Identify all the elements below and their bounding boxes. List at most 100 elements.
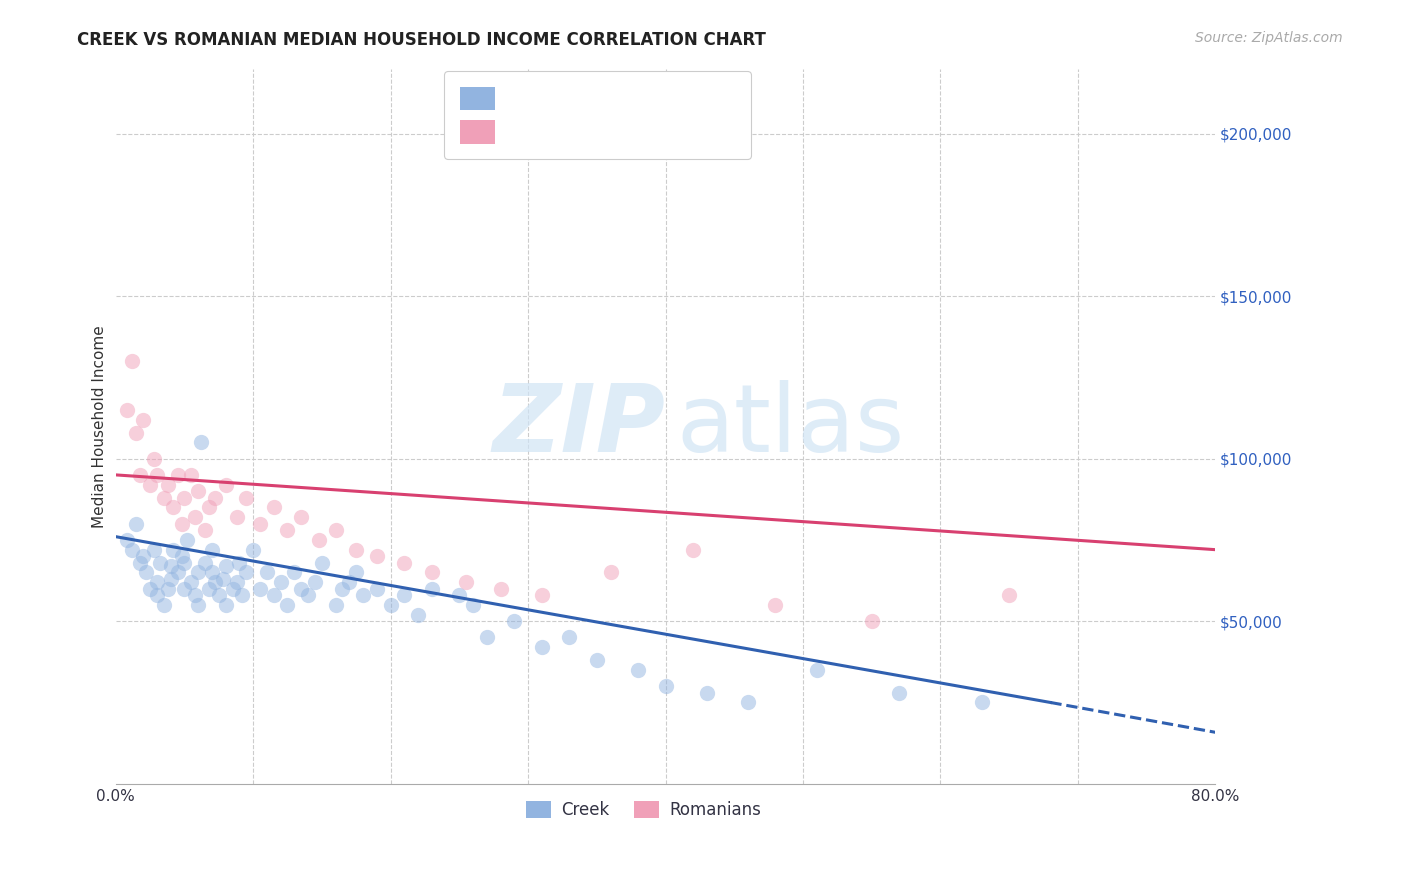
Point bbox=[475, 631, 498, 645]
Point bbox=[308, 533, 330, 547]
Point bbox=[325, 598, 347, 612]
Point bbox=[156, 477, 179, 491]
Point bbox=[166, 566, 188, 580]
Point bbox=[325, 523, 347, 537]
Point bbox=[263, 588, 285, 602]
Point bbox=[970, 696, 993, 710]
Text: atlas: atlas bbox=[676, 380, 904, 472]
Point bbox=[214, 558, 236, 573]
Text: -0.108: -0.108 bbox=[506, 134, 575, 153]
Point bbox=[146, 575, 169, 590]
Point bbox=[231, 588, 253, 602]
Text: R =: R = bbox=[463, 103, 505, 122]
Point bbox=[235, 566, 257, 580]
Point bbox=[242, 542, 264, 557]
Point bbox=[380, 598, 402, 612]
Point bbox=[249, 516, 271, 531]
Point bbox=[135, 566, 157, 580]
Point bbox=[162, 542, 184, 557]
Point bbox=[170, 516, 193, 531]
Point bbox=[270, 575, 292, 590]
Point bbox=[143, 451, 166, 466]
Point bbox=[366, 549, 388, 564]
Point bbox=[337, 575, 360, 590]
Point bbox=[394, 556, 416, 570]
Point bbox=[696, 686, 718, 700]
Point bbox=[149, 556, 172, 570]
Point bbox=[173, 582, 195, 596]
Legend: Creek, Romanians: Creek, Romanians bbox=[519, 794, 768, 825]
Point bbox=[221, 582, 243, 596]
Point bbox=[585, 653, 607, 667]
Point bbox=[806, 663, 828, 677]
Point bbox=[449, 588, 471, 602]
Point bbox=[297, 588, 319, 602]
Point bbox=[558, 631, 581, 645]
Point bbox=[143, 542, 166, 557]
Point bbox=[366, 582, 388, 596]
Point bbox=[530, 588, 553, 602]
Point bbox=[290, 582, 312, 596]
Point bbox=[170, 549, 193, 564]
Point bbox=[394, 588, 416, 602]
Point bbox=[682, 542, 704, 557]
Point bbox=[889, 686, 911, 700]
Point bbox=[406, 607, 429, 622]
Point bbox=[198, 500, 221, 515]
Point bbox=[352, 588, 374, 602]
Point bbox=[627, 663, 650, 677]
Point bbox=[159, 572, 181, 586]
Point bbox=[146, 467, 169, 482]
Point bbox=[132, 549, 155, 564]
Point bbox=[204, 575, 226, 590]
Point bbox=[249, 582, 271, 596]
Text: 75: 75 bbox=[621, 103, 648, 122]
Point bbox=[162, 500, 184, 515]
Point bbox=[311, 556, 333, 570]
Point bbox=[208, 588, 231, 602]
Point bbox=[998, 588, 1021, 602]
Point bbox=[184, 588, 207, 602]
Point bbox=[225, 510, 247, 524]
Point bbox=[489, 582, 512, 596]
Point bbox=[225, 575, 247, 590]
Point bbox=[129, 467, 152, 482]
Point bbox=[187, 484, 209, 499]
Point bbox=[139, 477, 162, 491]
Point bbox=[256, 566, 278, 580]
Text: CREEK VS ROMANIAN MEDIAN HOUSEHOLD INCOME CORRELATION CHART: CREEK VS ROMANIAN MEDIAN HOUSEHOLD INCOM… bbox=[77, 31, 766, 49]
Point bbox=[194, 523, 217, 537]
Point bbox=[344, 566, 367, 580]
Point bbox=[115, 402, 138, 417]
Point bbox=[190, 435, 212, 450]
Point bbox=[152, 491, 174, 505]
Point bbox=[304, 575, 326, 590]
Point bbox=[212, 572, 235, 586]
Point bbox=[180, 467, 202, 482]
Point bbox=[201, 566, 224, 580]
Point bbox=[276, 598, 298, 612]
Y-axis label: Median Household Income: Median Household Income bbox=[93, 325, 107, 527]
Point bbox=[129, 556, 152, 570]
Point bbox=[654, 679, 676, 693]
Point bbox=[121, 354, 143, 368]
Point bbox=[214, 598, 236, 612]
Point bbox=[530, 640, 553, 655]
Point bbox=[420, 566, 443, 580]
Point bbox=[187, 566, 209, 580]
Text: 41: 41 bbox=[621, 134, 648, 153]
Point bbox=[187, 598, 209, 612]
Point bbox=[125, 425, 148, 440]
Point bbox=[290, 510, 312, 524]
Point bbox=[214, 477, 236, 491]
Point bbox=[263, 500, 285, 515]
Point bbox=[152, 598, 174, 612]
Point bbox=[737, 696, 759, 710]
Point bbox=[184, 510, 207, 524]
Text: ZIP: ZIP bbox=[492, 380, 665, 472]
Text: Source: ZipAtlas.com: Source: ZipAtlas.com bbox=[1195, 31, 1343, 45]
Text: N =: N = bbox=[581, 103, 624, 122]
Point bbox=[194, 556, 217, 570]
Point bbox=[146, 588, 169, 602]
Point bbox=[173, 556, 195, 570]
